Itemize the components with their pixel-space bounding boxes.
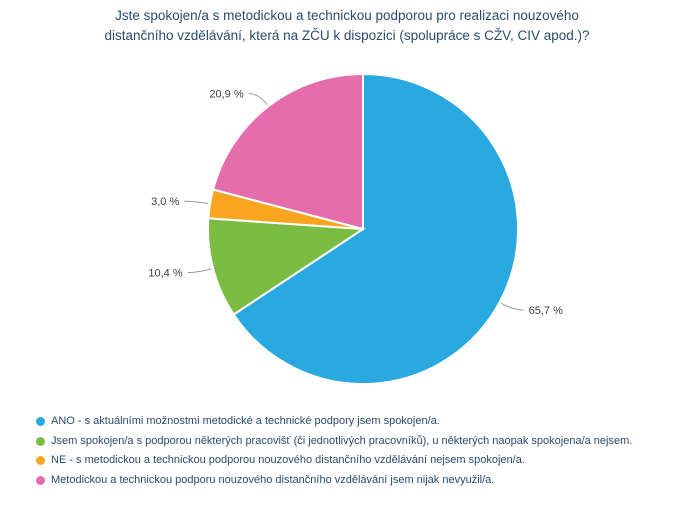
legend-label: Jsem spokojen/a s podporou některých pra… <box>51 434 633 447</box>
legend-dot-icon <box>36 417 45 426</box>
slice-value-label-2: 3,0 % <box>151 196 179 208</box>
legend-dot-icon <box>36 475 45 485</box>
legend-dot-icon <box>36 436 45 446</box>
legend-dot-icon <box>36 456 45 465</box>
slice-value-label-0: 65,7 % <box>529 305 563 317</box>
label-leader-line <box>187 268 212 274</box>
legend-item-not-used: Metodickou a technickou podporu nouzovéh… <box>36 473 676 488</box>
chart-title-line-1: Jste spokojen/a s metodickou a technicko… <box>115 8 579 23</box>
label-leader-line <box>501 302 524 311</box>
legend-label: NE - s metodickou a technickou podporou … <box>51 454 525 466</box>
legend-label: ANO - s aktuálními možnostmi metodické a… <box>51 415 440 427</box>
chart-title: Jste spokojen/a s metodickou a technicko… <box>0 6 694 46</box>
legend-item-ne: NE - s metodickou a technickou podporou … <box>36 453 676 468</box>
chart-title-line-2: distančního vzdělávání, která na ZČU k d… <box>104 28 590 43</box>
pie-slice-1 <box>207 217 367 316</box>
legend-label: Metodickou a technickou podporu nouzovéh… <box>51 473 495 486</box>
pie-slice-3 <box>211 72 364 231</box>
label-leader-line <box>248 93 268 105</box>
legend-item-ano: ANO - s aktuálními možnostmi metodické a… <box>36 414 676 429</box>
label-leader-line <box>184 200 209 204</box>
chart-legend: ANO - s aktuálními možnostmi metodické a… <box>36 414 676 492</box>
slice-value-label-1: 10,4 % <box>148 268 182 280</box>
pie-slice-0 <box>232 72 519 385</box>
slice-value-label-3: 20,9 % <box>209 89 243 101</box>
legend-item-partly-satisfied: Jsem spokojen/a s podporou některých pra… <box>36 434 676 449</box>
